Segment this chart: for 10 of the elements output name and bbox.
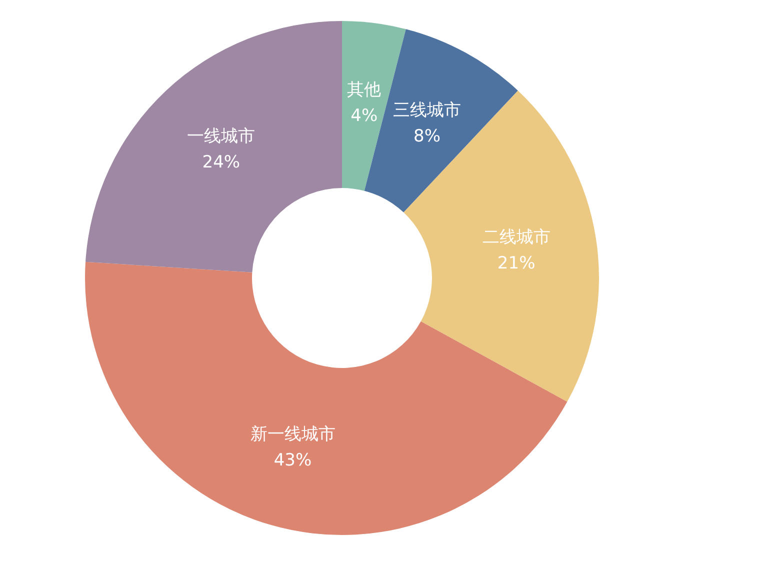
data-label: 24% [202, 152, 240, 172]
slice-label: 一线城市 [187, 126, 256, 146]
slice-label: 其他 [347, 80, 382, 100]
slice-label: 三线城市 [393, 100, 462, 120]
data-label: 4% [350, 106, 378, 126]
data-label: 8% [414, 126, 441, 146]
slice-label: 新一线城市 [250, 424, 336, 444]
slice-label: 二线城市 [482, 227, 550, 248]
data-label: 43% [274, 450, 312, 470]
data-label: 21% [497, 253, 536, 274]
